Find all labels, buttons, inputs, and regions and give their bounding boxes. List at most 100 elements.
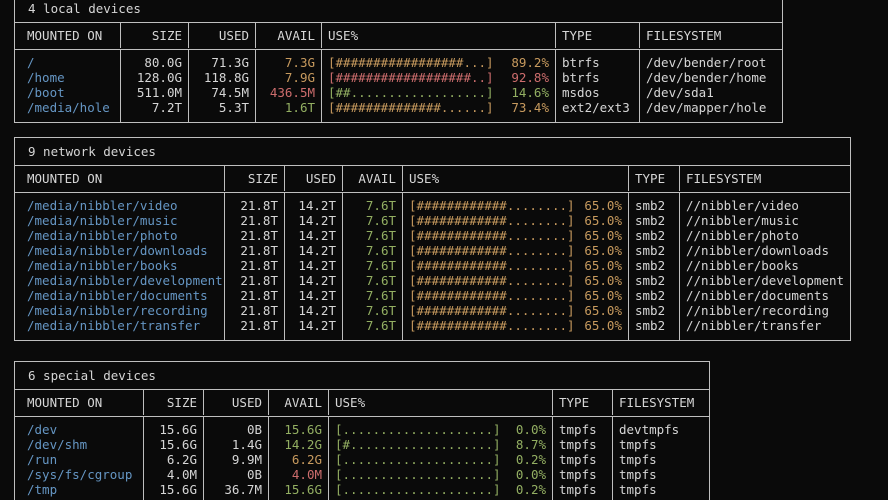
usage-percent: 0.0% <box>515 422 546 437</box>
column-type: tmpfs tmpfs tmpfs tmpfs tmpfs <box>553 417 613 500</box>
fs-cell: /dev/mapper/hole <box>646 100 767 115</box>
usage-bar: [############........] <box>409 318 575 333</box>
usage-cell: [############........] 65.0% <box>409 228 622 243</box>
type-cell: ext2/ext3 <box>562 100 630 115</box>
column-avail: 7.6T 7.6T 7.6T 7.6T 7.6T 7.6T 7.6T 7.6T 7.6T <box>343 193 403 340</box>
avail-cell: 7.6T <box>365 258 396 273</box>
used-cell: 74.5M <box>211 85 249 100</box>
usage-percent: 0.2% <box>515 482 546 497</box>
column-use: [....................] 0.0% [#............… <box>329 417 553 500</box>
header-avail: AVAIL <box>269 390 329 415</box>
usage-bar: [############........] <box>409 213 575 228</box>
mount-cell: /media/nibbler/downloads <box>27 243 208 258</box>
column-size: 21.8T 21.8T 21.8T 21.8T 21.8T 21.8T 21.8T 21.8T… <box>225 193 285 340</box>
mount-cell: /media/nibbler/video <box>27 198 178 213</box>
type-cell: smb2 <box>635 258 666 273</box>
usage-percent: 8.7% <box>515 437 546 452</box>
column-size: 15.6G 15.6G 6.2G 4.0M 15.6G <box>144 417 204 500</box>
fs-cell: /dev/bender/root <box>646 55 767 70</box>
used-cell: 14.2T <box>298 258 336 273</box>
header-filesystem: FILESYSTEM <box>619 395 695 410</box>
column-used: 0B 1.4G 9.9M 0B 36.7M <box>204 417 269 500</box>
column-mount: //home/boot/media/hole <box>15 50 121 122</box>
size-cell: 511.0M <box>136 85 182 100</box>
table-header-row: MOUNTED ON SIZE USED AVAIL USE% TYPE FIL… <box>15 23 782 50</box>
avail-cell: 15.6G <box>284 422 322 437</box>
usage-cell: [############........] 65.0% <box>409 243 622 258</box>
usage-percent: 65.0% <box>584 198 622 213</box>
used-cell: 14.2T <box>298 318 336 333</box>
fs-cell: /dev/bender/home <box>646 70 767 85</box>
size-cell: 128.0G <box>136 70 182 85</box>
usage-percent: 92.8% <box>511 70 549 85</box>
usage-bar: [############........] <box>409 303 575 318</box>
type-cell: tmpfs <box>559 482 597 497</box>
header-mounted-on: MOUNTED ON <box>15 23 121 48</box>
mount-cell: /boot <box>27 85 65 100</box>
type-cell: btrfs <box>562 70 600 85</box>
table-header-row: MOUNTED ON SIZE USED AVAIL USE% TYPE FIL… <box>15 390 709 417</box>
column-fs: devtmpfs tmpfs tmpfs tmpfs tmpfs <box>613 417 709 500</box>
usage-cell: [##################..] 92.8% <box>328 70 549 85</box>
column-fs: /dev/bender/root/dev/bender/home/dev/sda… <box>640 50 782 122</box>
type-cell: smb2 <box>635 198 666 213</box>
mount-cell: /tmp <box>27 482 58 497</box>
avail-cell: 436.5M <box>269 85 315 100</box>
usage-percent: 65.0% <box>584 273 622 288</box>
mount-cell: /media/nibbler/development <box>27 273 223 288</box>
header-mounted-on: MOUNTED ON <box>15 166 225 191</box>
usage-bar: [##################..] <box>328 70 494 85</box>
used-cell: 118.8G <box>203 70 249 85</box>
column-use: [#################...] 89.2% [############… <box>322 50 556 122</box>
size-cell: 15.6G <box>159 437 197 452</box>
header-type: TYPE <box>556 23 640 48</box>
usage-bar: [#################...] <box>328 55 494 70</box>
usage-bar: [############........] <box>409 198 575 213</box>
usage-percent: 0.0% <box>515 467 546 482</box>
fs-cell: tmpfs <box>619 467 657 482</box>
type-cell: smb2 <box>635 318 666 333</box>
usage-cell: [....................] 0.2% <box>335 452 546 467</box>
used-cell: 71.3G <box>211 55 249 70</box>
usage-bar: [##..................] <box>328 85 494 100</box>
usage-percent: 65.0% <box>584 318 622 333</box>
fs-cell: tmpfs <box>619 482 657 497</box>
avail-cell: 15.6G <box>284 482 322 497</box>
column-used: 71.3G 118.8G 74.5M 5.3T <box>189 50 256 122</box>
header-used: USED <box>204 390 269 415</box>
column-size: 80.0G 128.0G 511.0M 7.2T <box>121 50 189 122</box>
fs-cell: //nibbler/recording <box>686 303 829 318</box>
fs-cell: devtmpfs <box>619 422 680 437</box>
type-cell: tmpfs <box>559 467 597 482</box>
header-type: TYPE <box>629 166 680 191</box>
usage-cell: [##..................] 14.6% <box>328 85 549 100</box>
table-title: 4 local devices <box>15 0 782 23</box>
used-cell: 9.9M <box>231 452 262 467</box>
header-use-pct: USE% <box>403 166 629 191</box>
column-type: smb2 smb2 smb2 smb2 smb2 smb2 smb2 smb2 smb2 <box>629 193 680 340</box>
mount-cell: /dev/shm <box>27 437 88 452</box>
fs-cell: //nibbler/downloads <box>686 243 829 258</box>
usage-bar: [############........] <box>409 288 575 303</box>
used-cell: 1.4G <box>231 437 262 452</box>
size-cell: 21.8T <box>240 198 278 213</box>
avail-cell: 7.6T <box>365 318 396 333</box>
usage-bar: [....................] <box>335 452 501 467</box>
usage-cell: [############........] 65.0% <box>409 273 622 288</box>
header-avail: AVAIL <box>256 23 322 48</box>
mount-cell: /media/nibbler/transfer <box>27 318 201 333</box>
mount-cell: /media/nibbler/documents <box>27 288 208 303</box>
usage-cell: [############........] 65.0% <box>409 303 622 318</box>
used-cell: 5.3T <box>218 100 249 115</box>
used-cell: 14.2T <box>298 303 336 318</box>
fs-cell: tmpfs <box>619 437 657 452</box>
fs-cell: //nibbler/documents <box>686 288 829 303</box>
usage-percent: 65.0% <box>584 228 622 243</box>
mount-cell: /run <box>27 452 58 467</box>
type-cell: tmpfs <box>559 437 597 452</box>
mount-cell: /media/nibbler/music <box>27 213 178 228</box>
usage-bar: [#...................] <box>335 437 501 452</box>
size-cell: 21.8T <box>240 243 278 258</box>
table-body: /dev/dev/shm/run/sys/fs/cgroup/tmp 15.6G 1… <box>15 417 709 500</box>
